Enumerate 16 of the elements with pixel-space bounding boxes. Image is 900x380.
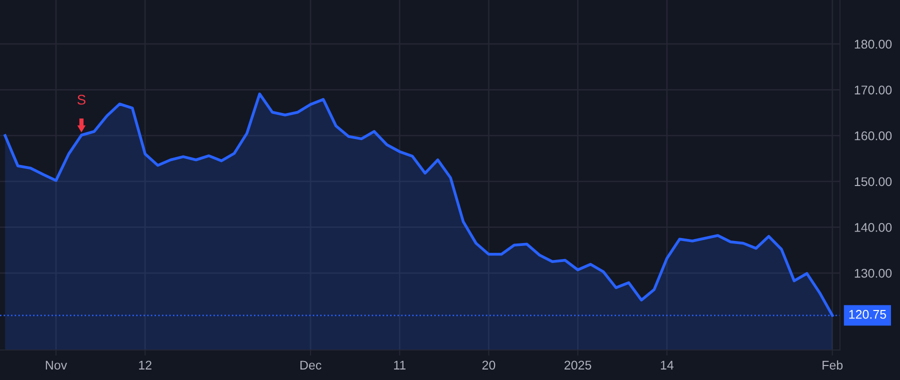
x-tick-label: 20 — [482, 360, 496, 370]
x-tick-label: 14 — [660, 360, 674, 370]
y-tick-label: 150.00 — [854, 177, 892, 186]
y-tick-label: 130.00 — [854, 268, 892, 278]
annotation: S — [77, 94, 86, 105]
x-tick-label: Feb — [822, 360, 843, 370]
y-tick-label: 170.00 — [854, 86, 892, 94]
x-tick-label: Nov — [46, 360, 68, 370]
x-tick-label: 11 — [394, 360, 406, 370]
y-tick-label: 160.00 — [854, 131, 892, 140]
x-tick-label: 12 — [139, 360, 152, 370]
x-tick-label: 2025 — [564, 360, 592, 370]
y-tick-label: 140.00 — [854, 223, 892, 232]
x-tick-label: Dec — [300, 360, 322, 370]
y-tick-label: 180.00 — [854, 40, 892, 49]
ref-line-label: 120.75 — [849, 310, 886, 319]
